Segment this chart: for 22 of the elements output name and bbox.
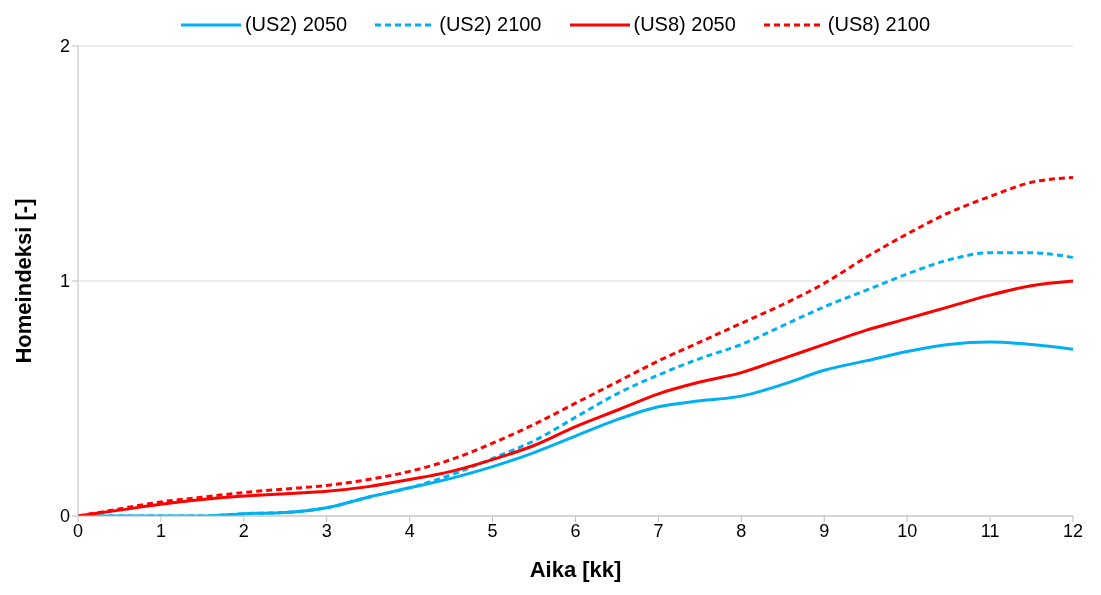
x-tick-label: 2	[238, 520, 249, 541]
x-tick-label: 0	[72, 520, 84, 541]
x-tick-label: 8	[736, 520, 747, 541]
x-tick-label: 1	[155, 520, 166, 541]
x-tick-label: 11	[980, 520, 1000, 541]
x-tick-label: 12	[1062, 520, 1084, 541]
y-tick-label: 1	[59, 271, 70, 292]
x-tick-label: 6	[570, 520, 581, 541]
y-axis-title: Homeindeksi [-]	[10, 198, 36, 364]
y-tick-label: 2	[59, 36, 70, 57]
x-tick-label: 7	[653, 520, 664, 541]
y-tick-label: 0	[59, 506, 70, 527]
legend-label: (US2) 2050	[244, 13, 348, 36]
legend-label: (US8) 2100	[827, 13, 931, 36]
x-tick-label: 5	[487, 520, 498, 541]
x-tick-label: 10	[897, 520, 918, 541]
legend-label: (US2) 2100	[439, 13, 542, 36]
x-tick-label: 9	[819, 520, 830, 541]
legend-label: (US8) 2050	[633, 13, 736, 36]
x-tick-label: 3	[321, 520, 332, 541]
x-axis-title: Aika [kk]	[529, 556, 622, 582]
x-tick-label: 4	[404, 520, 415, 541]
